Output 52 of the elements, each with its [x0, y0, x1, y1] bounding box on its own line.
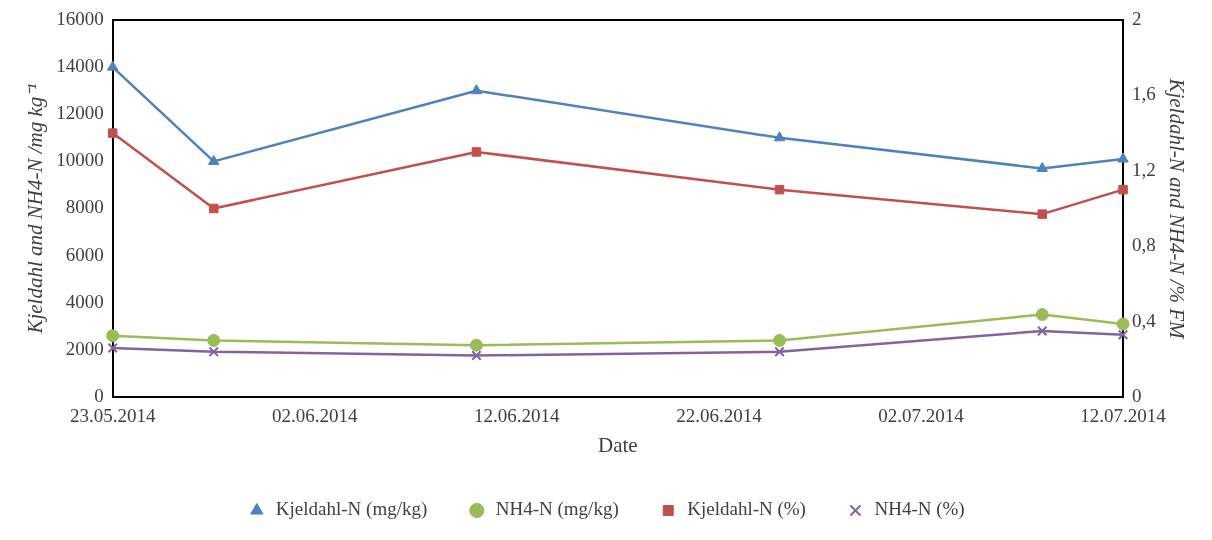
y-tick-label: 8000 — [65, 196, 104, 218]
legend-label: Kjeldahl-N (%) — [687, 498, 806, 521]
y-tick-label: 2000 — [65, 337, 104, 359]
y-tick-label: 6000 — [65, 243, 104, 265]
point — [208, 346, 219, 357]
y-tick-label: 14000 — [56, 55, 104, 77]
y-tick-label: 12000 — [56, 102, 104, 124]
point — [1117, 329, 1129, 341]
point — [773, 131, 786, 142]
x-tick-label: 12.07.2014 — [1080, 405, 1167, 427]
y-tick-label: 16000 — [56, 7, 104, 29]
legend-label: NH4-N (%) — [874, 498, 965, 521]
y2-axis-title: Kjeldahl-N and NH4-N /% FM — [1164, 77, 1189, 341]
x-axis-title: Date — [598, 432, 638, 457]
point — [469, 338, 483, 352]
x-tick-label: 23.05.2014 — [69, 405, 156, 427]
point — [208, 154, 220, 165]
y-tick-label: 10000 — [56, 149, 104, 171]
x-tick-label: 02.07.2014 — [878, 405, 965, 427]
point — [774, 184, 785, 195]
y2-tick-label: 1,2 — [1132, 158, 1156, 180]
y2-tick-label: 1,6 — [1132, 83, 1156, 105]
x-tick-label: 02.06.2014 — [272, 405, 359, 427]
point — [471, 350, 482, 361]
point — [471, 147, 482, 157]
legend-label: Kjeldahl-N (mg/kg) — [275, 498, 428, 521]
y-tick-label: 4000 — [65, 290, 104, 312]
point — [208, 203, 219, 214]
x-tick-label: 22.06.2014 — [676, 405, 763, 427]
point — [106, 329, 120, 343]
point — [774, 346, 785, 357]
y-axis-title: Kjeldahl and NH4-N /mg kg⁻¹ — [23, 83, 48, 335]
y2-tick-label: 0,4 — [1132, 309, 1157, 331]
point — [107, 128, 118, 138]
point — [773, 333, 787, 347]
point — [470, 84, 483, 95]
y2-tick-label: 0,8 — [1132, 234, 1156, 256]
y2-tick-label: 0 — [1132, 384, 1142, 406]
point — [1035, 308, 1049, 322]
y2-tick-label: 2 — [1132, 7, 1142, 29]
point — [1118, 184, 1128, 195]
point — [1037, 209, 1047, 219]
x-tick-label: 12.06.2014 — [474, 405, 561, 427]
point — [1036, 325, 1048, 337]
point — [1116, 317, 1130, 331]
point — [1036, 161, 1048, 172]
legend-label: NH4-N (mg/kg) — [495, 498, 619, 521]
point — [1117, 152, 1129, 163]
point — [107, 342, 118, 354]
point — [207, 333, 221, 347]
y-tick-label: 0 — [94, 384, 104, 406]
point — [107, 60, 119, 71]
